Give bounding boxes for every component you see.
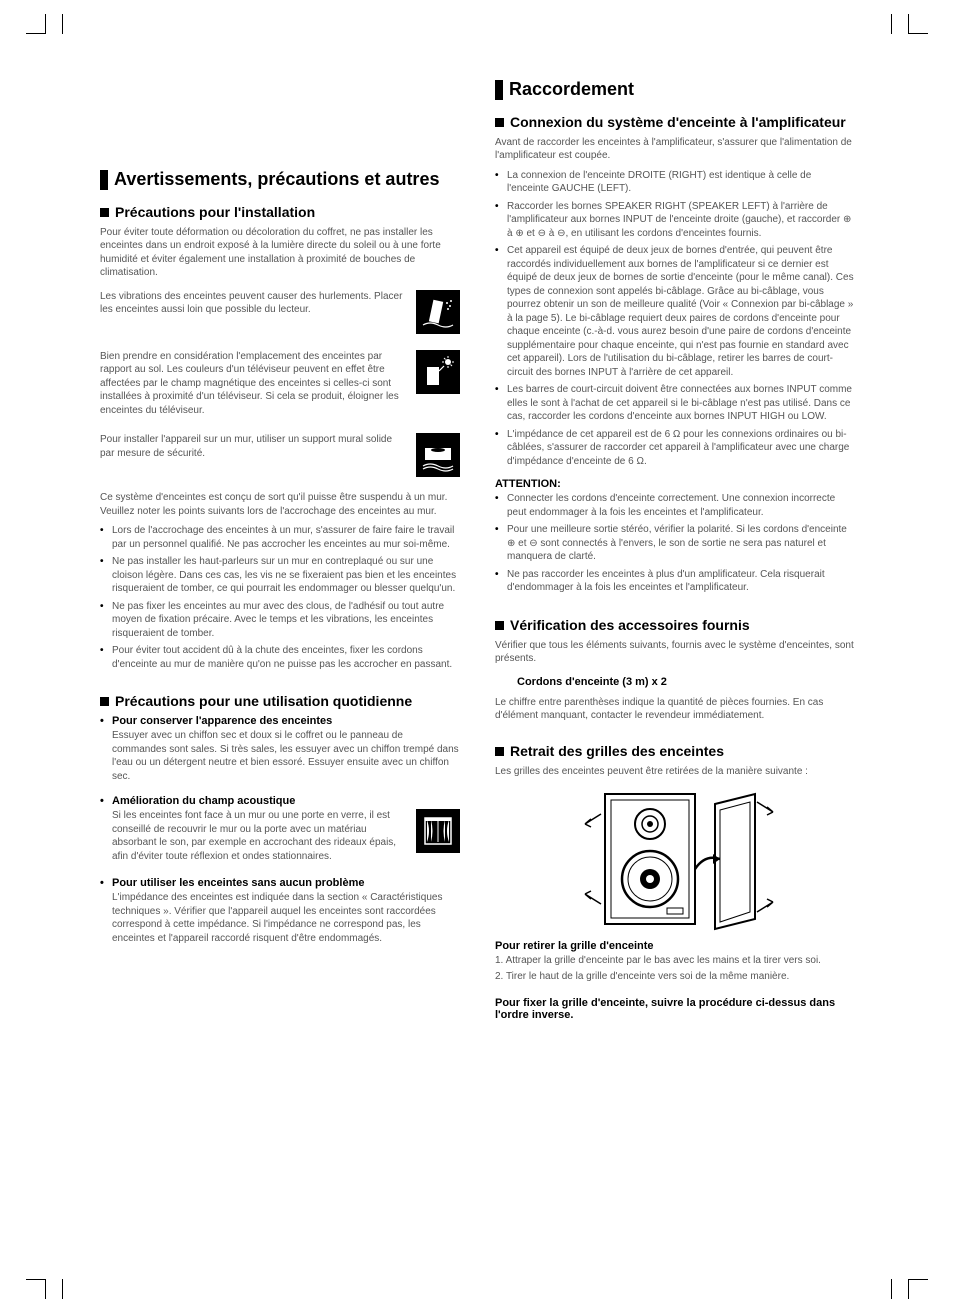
install-bullet-4-text: Pour éviter tout accident dû à la chute …	[112, 644, 460, 671]
retrait-remove-title: Pour retirer la grille d'enceinte	[495, 940, 855, 952]
attention-title: ATTENTION:	[495, 478, 855, 490]
connexion-b2-text: Raccorder les bornes SPEAKER RIGHT (SPEA…	[507, 200, 855, 241]
attention-b3: •Ne pas raccorder les enceintes à plus d…	[495, 568, 855, 595]
connexion-b5-text: L'impédance de cet appareil est de 6 Ω p…	[507, 428, 855, 469]
verification-note: Le chiffre entre parenthèses indique la …	[495, 696, 855, 723]
install-bullet-3: •Ne pas fixer les enceintes au mur avec …	[100, 600, 460, 641]
cropmark	[891, 1279, 892, 1299]
cropmark	[891, 14, 892, 34]
subheading-precautions-daily: Précautions pour une utilisation quotidi…	[100, 693, 460, 709]
connexion-para1: Avant de raccorder les enceintes à l'amp…	[495, 136, 855, 163]
connexion-b4-text: Les barres de court-circuit doivent être…	[507, 383, 855, 424]
install-bullet-2-text: Ne pas installer les haut-parleurs sur u…	[112, 555, 460, 596]
cropmark	[26, 33, 46, 34]
connexion-b4: •Les barres de court-circuit doivent êtr…	[495, 383, 855, 424]
cropmark	[45, 14, 46, 34]
daily-item3-body: L'impédance des enceintes est indiquée d…	[112, 891, 460, 945]
install-bullet-1: •Lors de l'accrochage des enceintes à un…	[100, 524, 460, 551]
install-bullet-3-text: Ne pas fixer les enceintes au mur avec d…	[112, 600, 460, 641]
install-bullet-2: •Ne pas installer les haut-parleurs sur …	[100, 555, 460, 596]
retrait-fix-title: Pour fixer la grille d'enceinte, suivre …	[495, 997, 855, 1021]
daily-item1-title: Pour conserver l'apparence des enceintes	[112, 715, 332, 727]
install-para4: Pour installer l'appareil sur un mur, ut…	[100, 433, 404, 460]
retrait-step1: 1. Attraper la grille d'enceinte par le …	[495, 954, 855, 968]
cropmark	[26, 1279, 46, 1280]
turntable-icon	[416, 433, 460, 477]
connexion-b1-text: La connexion de l'enceinte DROITE (RIGHT…	[507, 169, 855, 196]
retrait-step2: 2. Tirer le haut de la grille d'enceinte…	[495, 970, 855, 984]
attention-b1: •Connecter les cordons d'enceinte correc…	[495, 492, 855, 519]
cropmark	[908, 1279, 909, 1299]
install-para5: Ce système d'enceintes est conçu de sort…	[100, 491, 460, 518]
daily-item1-body: Essuyer avec un chiffon sec et doux si l…	[112, 729, 460, 783]
left-column: Avertissements, précautions et autres Pr…	[100, 170, 460, 945]
cropmark	[908, 1279, 928, 1280]
cropmark	[62, 14, 63, 34]
section-title-avertissements: Avertissements, précautions et autres	[100, 170, 460, 190]
verification-item: Cordons d'enceinte (3 m) x 2	[517, 676, 855, 688]
connexion-b3: •Cet appareil est équipé de deux jeux de…	[495, 244, 855, 379]
attention-b2: •Pour une meilleure sortie stéréo, vérif…	[495, 523, 855, 564]
subheading-connexion: Connexion du système d'enceinte à l'ampl…	[495, 114, 855, 130]
attention-b1-text: Connecter les cordons d'enceinte correct…	[507, 492, 855, 519]
cropmark	[45, 1279, 46, 1299]
speaker-grille-illustration	[555, 784, 795, 934]
verification-intro: Vérifier que tous les éléments suivants,…	[495, 639, 855, 666]
install-bullet-1-text: Lors de l'accrochage des enceintes à un …	[112, 524, 460, 551]
curtain-icon	[416, 809, 460, 853]
daily-item2-title: Amélioration du champ acoustique	[112, 795, 295, 807]
connexion-b1: •La connexion de l'enceinte DROITE (RIGH…	[495, 169, 855, 196]
attention-b2-text: Pour une meilleure sortie stéréo, vérifi…	[507, 523, 855, 564]
connexion-b2: •Raccorder les bornes SPEAKER RIGHT (SPE…	[495, 200, 855, 241]
sun-icon	[416, 350, 460, 394]
connexion-b3-text: Cet appareil est équipé de deux jeux de …	[507, 244, 855, 379]
right-column: Raccordement Connexion du système d'ence…	[495, 80, 855, 1021]
attention-b3-text: Ne pas raccorder les enceintes à plus d'…	[507, 568, 855, 595]
retrait-intro: Les grilles des enceintes peuvent être r…	[495, 765, 855, 779]
subheading-verification: Vérification des accessoires fournis	[495, 617, 855, 633]
cropmark	[62, 1279, 63, 1299]
subheading-retrait: Retrait des grilles des enceintes	[495, 743, 855, 759]
cropmark	[908, 33, 928, 34]
subheading-precautions-install: Précautions pour l'installation	[100, 204, 460, 220]
cropmark	[908, 14, 909, 34]
section-title-raccordement: Raccordement	[495, 80, 855, 100]
daily-item2-body: Si les enceintes font face à un mur ou u…	[112, 809, 404, 863]
install-bullet-4: •Pour éviter tout accident dû à la chute…	[100, 644, 460, 671]
daily-item3-title: Pour utiliser les enceintes sans aucun p…	[112, 877, 364, 889]
install-para3: Bien prendre en considération l'emplacem…	[100, 350, 404, 418]
install-intro: Pour éviter toute déformation ou décolor…	[100, 226, 460, 280]
install-para2: Les vibrations des enceintes peuvent cau…	[100, 290, 404, 317]
connexion-b5: •L'impédance de cet appareil est de 6 Ω …	[495, 428, 855, 469]
vibration-icon	[416, 290, 460, 334]
